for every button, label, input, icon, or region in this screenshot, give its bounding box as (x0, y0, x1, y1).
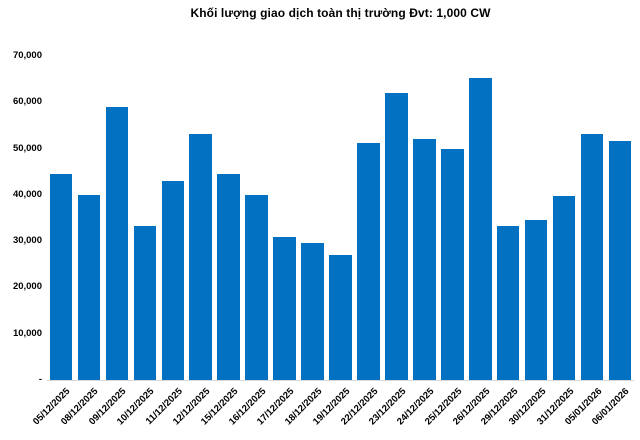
bar (496, 226, 520, 380)
y-axis-tick-label: 60,000 (12, 96, 42, 108)
bar (469, 77, 492, 380)
bar (77, 195, 101, 380)
bar (49, 174, 73, 380)
y-axis-tick-label: 70,000 (12, 50, 42, 61)
bar (273, 236, 296, 380)
y-axis-tick-label: 40,000 (12, 188, 42, 200)
bar (413, 139, 436, 380)
chart-title: Khối lượng giao dịch toàn thị trường Đvt… (190, 6, 491, 20)
bar (217, 173, 240, 380)
bar (357, 142, 380, 380)
y-axis-tick-label: 30,000 (12, 235, 42, 247)
bar (580, 134, 604, 380)
bar (608, 140, 632, 380)
bar (301, 242, 324, 380)
bar (441, 148, 464, 380)
y-axis-tick-label: 10,000 (12, 327, 42, 339)
y-axis-tick-label: 50,000 (12, 142, 42, 154)
bar (329, 255, 352, 380)
y-axis-tick-label: - (38, 374, 42, 385)
bar (524, 220, 548, 380)
bar (105, 106, 129, 380)
bar (161, 181, 185, 380)
x-axis-line (47, 380, 634, 381)
bar (552, 195, 576, 380)
bar (189, 133, 212, 380)
bar (133, 225, 157, 380)
y-axis-tick-label: 20,000 (12, 281, 42, 293)
bar (385, 93, 408, 380)
bar (245, 194, 268, 380)
